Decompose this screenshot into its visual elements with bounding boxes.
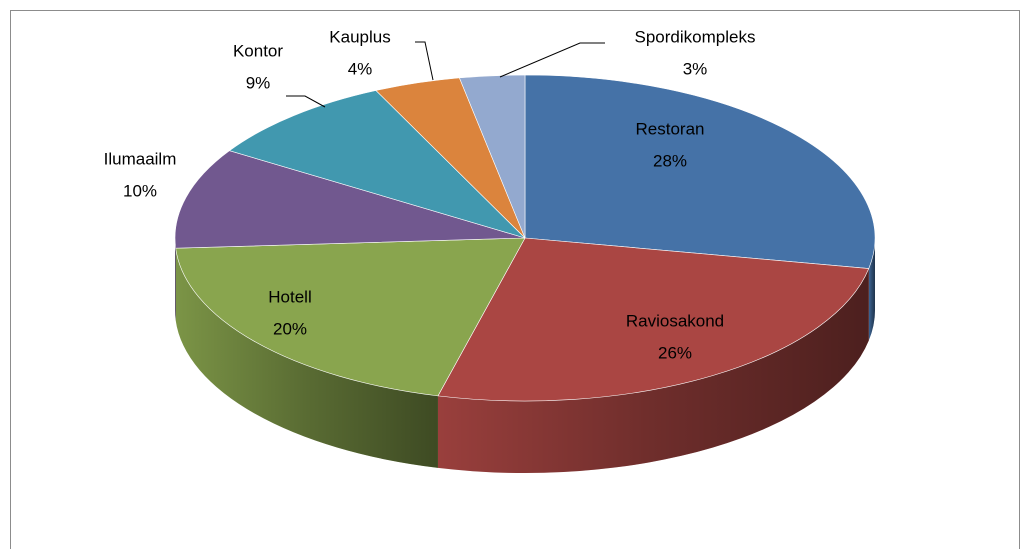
pie-slice bbox=[228, 90, 526, 239]
pie-slice bbox=[437, 237, 870, 402]
slice-label-name: Raviosakond bbox=[626, 311, 724, 330]
slice-label-value: 28% bbox=[653, 151, 687, 170]
slice-label-value: 3% bbox=[683, 59, 708, 78]
pie-slice bbox=[458, 74, 526, 239]
slice-label-name: Spordikompleks bbox=[635, 27, 756, 46]
slice-label-name: Kontor bbox=[233, 41, 283, 60]
leader-line bbox=[415, 41, 434, 81]
slice-label-name: Restoran bbox=[636, 119, 705, 138]
slice-label-value: 10% bbox=[123, 181, 157, 200]
slice-label-value: 20% bbox=[273, 319, 307, 338]
pie-slice bbox=[524, 74, 876, 269]
slice-label-value: 26% bbox=[658, 343, 692, 362]
pie-slice bbox=[174, 150, 526, 249]
slice-label-name: Ilumaailm bbox=[104, 149, 177, 168]
pie-slice-side-shade bbox=[175, 248, 438, 468]
leader-line bbox=[286, 95, 326, 108]
slice-label-value: 9% bbox=[246, 73, 271, 92]
pie-slice-side-shade bbox=[437, 268, 869, 473]
leader-line bbox=[499, 42, 605, 78]
slice-label-value: 4% bbox=[348, 59, 373, 78]
pie-slice-side-shade bbox=[175, 238, 176, 321]
slice-label-name: Kauplus bbox=[329, 27, 390, 46]
slice-label-name: Hotell bbox=[268, 287, 311, 306]
pie-slice bbox=[175, 237, 526, 397]
pie-slice-side-shade bbox=[868, 238, 875, 341]
